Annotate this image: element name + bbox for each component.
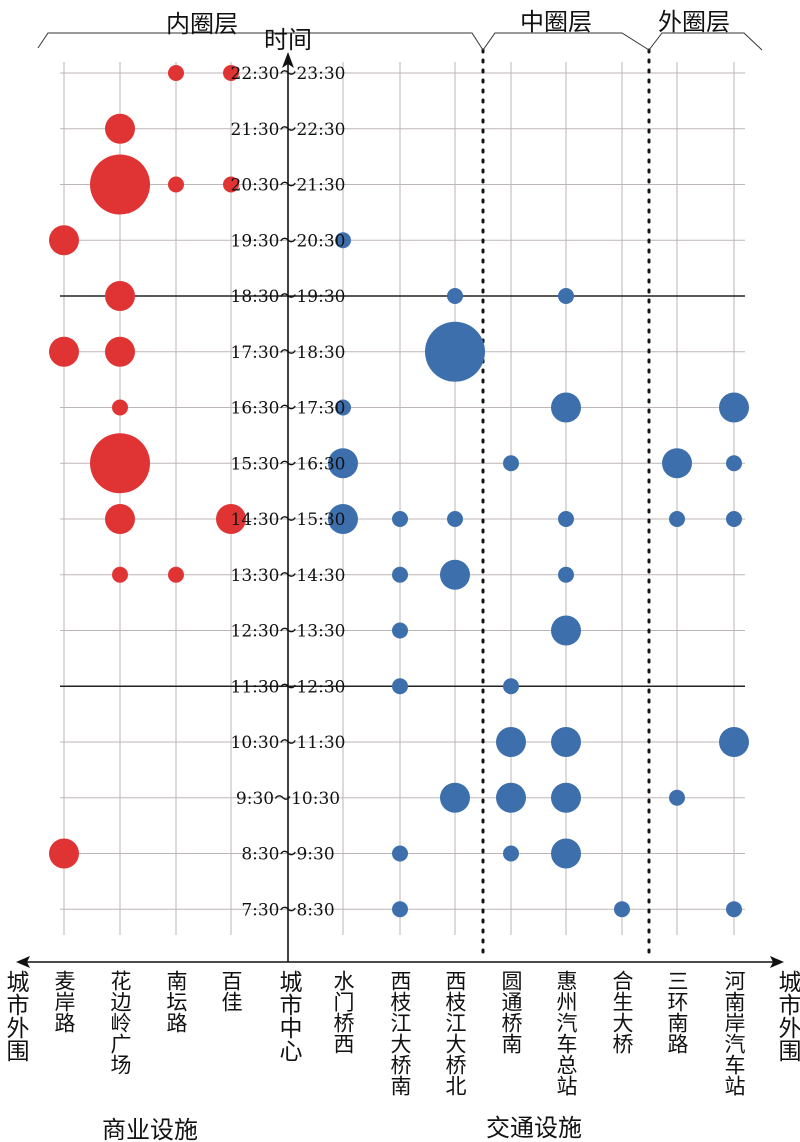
bubble-commercial xyxy=(105,281,135,311)
bubble-transport xyxy=(503,455,519,472)
y-tick-label: 14:30～15:30 xyxy=(231,510,346,530)
x-center-label: 城市中心 xyxy=(275,970,301,1062)
x-tick-label: 合生大桥 xyxy=(610,970,634,1054)
bubble-transport xyxy=(392,511,408,527)
x-tick-label: 西枝江大桥北 xyxy=(443,970,467,1096)
bubble-commercial xyxy=(168,566,184,583)
bubble-transport xyxy=(392,566,408,583)
bubble-commercial xyxy=(49,838,79,869)
zone-bracket-middle-outer xyxy=(306,32,763,51)
y-tick-label: 12:30～13:30 xyxy=(231,622,346,642)
x-tick-label: 三环南路 xyxy=(665,970,689,1054)
y-tick-label: 20:30～21:30 xyxy=(231,176,346,196)
y-tick-label: 11:30～12:30 xyxy=(231,677,346,697)
bubble-transport xyxy=(551,392,581,423)
bubble-transport xyxy=(496,782,526,813)
y-tick-label: 9:30～10:30 xyxy=(236,789,340,809)
y-axis-arrow-icon xyxy=(282,52,294,68)
bubble-transport xyxy=(551,838,581,869)
bubble-transport xyxy=(719,392,749,423)
bubble-commercial xyxy=(105,113,135,144)
y-axis-title: 时间 xyxy=(264,26,312,54)
y-tick-label: 7:30～8:30 xyxy=(241,900,334,920)
x-tick-label: 麦岸路 xyxy=(52,970,76,1033)
bubble-transport xyxy=(503,845,519,862)
bubble-transport xyxy=(425,321,485,382)
y-tick-label: 16:30～17:30 xyxy=(231,399,346,419)
x-tick-label: 惠州汽车总站 xyxy=(554,970,578,1096)
y-tick-label: 13:30～14:30 xyxy=(231,566,346,586)
bubble-transport xyxy=(726,455,742,472)
bubble-transport xyxy=(614,901,630,918)
zone-label-inner: 内圈层 xyxy=(166,10,238,38)
bubble-commercial xyxy=(112,399,128,416)
zone-label-outer: 外圈层 xyxy=(658,8,730,36)
x-right-label: 城市外围 xyxy=(774,970,800,1062)
y-tick-label: 22:30～23:30 xyxy=(231,64,346,84)
bubble-transport xyxy=(558,566,574,583)
y-tick-label: 10:30～11:30 xyxy=(231,733,346,753)
bubble-transport xyxy=(551,782,581,813)
bubble-transport xyxy=(551,615,581,646)
bubble-commercial xyxy=(168,176,184,193)
bubble-transport xyxy=(392,901,408,918)
bubble-commercial xyxy=(49,336,79,367)
bubble-commercial xyxy=(90,433,150,494)
bubble-transport xyxy=(328,448,358,479)
y-tick-label: 15:30～16:30 xyxy=(231,454,346,474)
bubble-transport xyxy=(558,511,574,527)
bubble-commercial xyxy=(168,65,184,81)
bubble-transport xyxy=(392,845,408,862)
y-tick-label: 18:30～19:30 xyxy=(231,287,346,307)
group-label-commercial: 商业设施 xyxy=(102,1116,198,1142)
x-tick-label: 河南岸汽车站 xyxy=(722,970,746,1096)
zone-bracket-inner xyxy=(37,32,306,49)
bubble-transport xyxy=(662,448,692,479)
x-axis-right-arrow-icon xyxy=(770,956,784,968)
zone-label-middle: 中圈层 xyxy=(520,8,592,36)
y-tick-label: 8:30～9:30 xyxy=(241,845,334,865)
bubble-transport xyxy=(669,789,685,806)
bubble-transport xyxy=(447,511,463,527)
bubble-transport xyxy=(503,678,519,695)
bubble-transport xyxy=(447,288,463,304)
bubble-transport xyxy=(335,399,351,416)
bubble-commercial xyxy=(223,176,239,193)
x-left-label: 城市外围 xyxy=(2,970,28,1062)
bubble-commercial xyxy=(49,225,79,256)
bubble-transport xyxy=(558,288,574,304)
bubble-transport xyxy=(328,504,358,534)
bubble-commercial xyxy=(216,504,246,534)
bubble-transport xyxy=(335,232,351,249)
bubble-transport xyxy=(440,559,470,590)
bubble-transport xyxy=(726,901,742,918)
bubble-transport xyxy=(440,782,470,813)
x-tick-label: 花边岭广场 xyxy=(108,970,132,1075)
x-tick-label: 百佳 xyxy=(219,970,243,1012)
x-axis-left-arrow-icon xyxy=(16,956,30,968)
y-tick-label: 17:30～18:30 xyxy=(231,343,346,363)
bubble-transport xyxy=(551,727,581,757)
x-tick-label: 西枝江大桥南 xyxy=(388,970,412,1096)
bubble-transport xyxy=(392,622,408,639)
y-tick-label: 21:30～22:30 xyxy=(231,120,346,140)
y-tick-label: 19:30～20:30 xyxy=(231,231,346,251)
x-tick-label: 南坛路 xyxy=(164,970,188,1033)
bubble-transport xyxy=(726,511,742,527)
bubble-transport xyxy=(496,727,526,757)
bubble-transport xyxy=(669,511,685,527)
bubble-commercial xyxy=(223,65,239,81)
group-label-transport: 交通设施 xyxy=(486,1114,582,1142)
x-tick-label: 水门桥西 xyxy=(331,970,355,1054)
bubble-commercial xyxy=(90,154,150,215)
bubble-transport xyxy=(392,678,408,695)
bubble-commercial xyxy=(112,566,128,583)
bubble-commercial xyxy=(105,336,135,367)
bubble-transport xyxy=(719,727,749,757)
bubble-commercial xyxy=(105,504,135,534)
x-tick-label: 圆通桥南 xyxy=(499,970,523,1054)
